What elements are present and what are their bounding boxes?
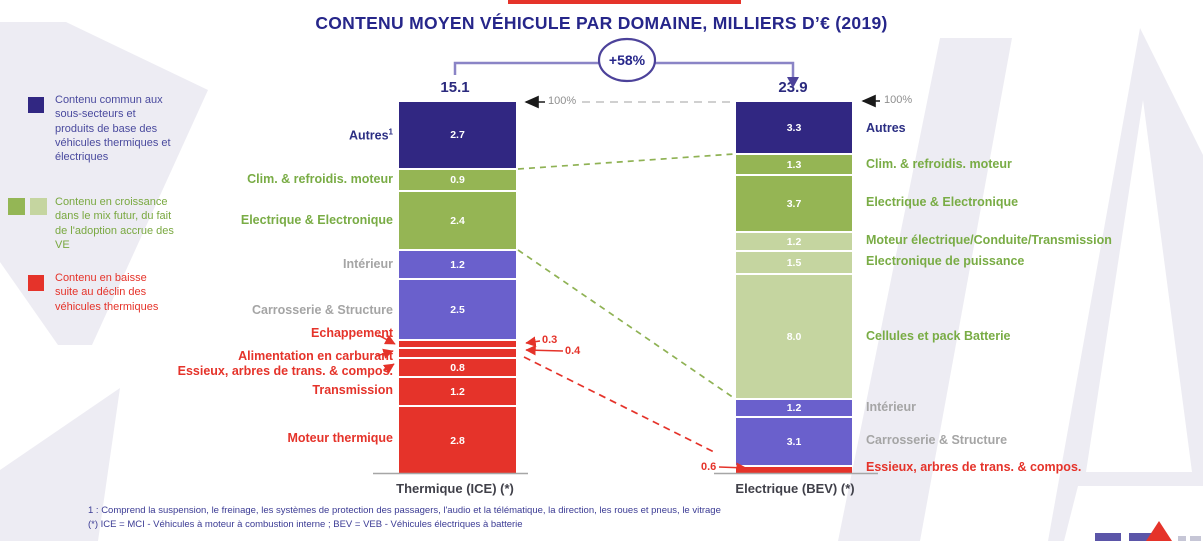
segment-carrosserie-structure-thermique-ice: 2.5 — [399, 278, 516, 339]
segment-autres-electrique-bev: 3.3 — [736, 102, 852, 153]
segment-carrosserie-structure-electrique-bev: 3.1 — [736, 416, 852, 465]
segment-value: 0.8 — [450, 361, 465, 374]
segment-value: 1.2 — [450, 258, 465, 271]
label-electrique-electronique-electrique-bev: Electrique & Electronique — [866, 195, 1019, 209]
segment-interieur-electrique-bev: 1.2 — [736, 398, 852, 416]
label-clim-refroidis-moteur-electrique-bev: Clim. & refroidis. moteur — [866, 157, 1012, 171]
label-moteur-electrique-conduite-transmission-electrique-bev: Moteur électrique/Conduite/Transmission — [866, 233, 1112, 247]
label-carrosserie-structure-electrique-bev: Carrosserie & Structure — [866, 433, 1008, 447]
footnote-1: 1 : Comprend la suspension, le freinage,… — [88, 505, 721, 516]
label-autres-electrique-bev: Autres — [866, 121, 906, 135]
label-electrique-electronique-thermique-ice: Electrique & Electronique — [240, 213, 393, 227]
segment-essieux-arbres-de-trans-compos-electrique-bev — [736, 465, 852, 474]
segment-echappement-thermique-ice — [399, 339, 516, 347]
legend-text-common: Contenu commun aux sous-secteurs et prod… — [55, 94, 171, 164]
legend-swatch-decline — [28, 275, 44, 291]
label-clim-refroidis-moteur-thermique-ice: Clim. & refroidis. moteur — [247, 172, 393, 186]
segment-autres-thermique-ice: 2.7 — [399, 102, 516, 168]
segment-value: 1.3 — [786, 158, 802, 171]
segment-clim-refroidis-moteur-electrique-bev: 1.3 — [736, 153, 852, 174]
value-essieux-bev: 0.6 — [701, 461, 717, 473]
label-interieur-thermique-ice: Intérieur — [342, 257, 393, 271]
pct-marker-ice: 100% — [548, 95, 577, 107]
label-interieur-electrique-bev: Intérieur — [866, 400, 917, 414]
segment-value: 8.0 — [786, 330, 802, 343]
legend-swatch-common — [28, 97, 44, 113]
legend-swatch-growth-light — [30, 198, 47, 215]
axis-label-ice: Thermique (ICE) (*) — [396, 481, 514, 496]
segment-value: 3.3 — [786, 121, 802, 134]
segment-alimentation-en-carburant-thermique-ice — [399, 347, 516, 357]
label-alimentation-en-carburant-thermique-ice: Alimentation en carburant — [238, 349, 393, 363]
label-essieux-arbres-de-trans-compos-thermique-ice: Essieux, arbres de trans. & compos. — [177, 364, 393, 378]
top-red-rule — [508, 0, 741, 4]
segment-value: 1.2 — [786, 235, 802, 248]
label-echappement-thermique-ice: Echappement — [311, 326, 393, 340]
segment-value: 2.4 — [450, 214, 465, 227]
total-bev: 23.9 — [778, 79, 808, 96]
segment-value: 2.7 — [450, 129, 465, 141]
bar-electrique-bev: 3.3 1.3 3.7 1.2 1.5 8.0 1.2 3.1 — [736, 102, 852, 474]
segment-electrique-electronique-electrique-bev: 3.7 — [736, 174, 852, 231]
segment-interieur-thermique-ice: 1.2 — [399, 249, 516, 278]
segment-value: 0.9 — [450, 174, 465, 186]
segment-value: 1.2 — [786, 402, 802, 414]
segment-clim-refroidis-moteur-thermique-ice: 0.9 — [399, 168, 516, 190]
label-cellules-et-pack-batterie-electrique-bev: Cellules et pack Batterie — [866, 329, 1011, 343]
chart-title: CONTENU MOYEN VÉHICULE PAR DOMAINE, MILL… — [315, 13, 888, 33]
bar-thermique-ice: 2.7 0.9 2.4 1.2 2.5 0.8 1.2 2.8 — [399, 102, 516, 474]
segment-cellules-et-pack-batterie-electrique-bev: 8.0 — [736, 273, 852, 398]
label-essieux-arbres-de-trans-compos-electrique-bev: Essieux, arbres de trans. & compos. — [866, 460, 1082, 474]
label-moteur-thermique-thermique-ice: Moteur thermique — [287, 431, 393, 445]
segment-essieux-arbres-de-trans-compos-thermique-ice: 0.8 — [399, 357, 516, 376]
legend-text-growth: Contenu en croissance dans le mix futur,… — [55, 196, 174, 251]
segment-value: 2.5 — [450, 303, 465, 316]
segment-value: 3.7 — [786, 197, 802, 210]
value-alimentation: 0.4 — [565, 345, 581, 357]
segment-moteur-electrique-conduite-transmission-electrique-bev: 1.2 — [736, 231, 852, 250]
legend-swatch-growth — [8, 198, 25, 215]
value-echappement: 0.3 — [542, 334, 558, 346]
footnote-2: (*) ICE = MCI - Véhicules à moteur à com… — [88, 519, 523, 530]
label-transmission-thermique-ice: Transmission — [312, 383, 393, 397]
pct-marker-bev: 100% — [884, 94, 913, 106]
label-electronique-de-puissance-electrique-bev: Electronique de puissance — [866, 254, 1025, 268]
legend-text-decline: Contenu en baisse suite au déclin des vé… — [55, 272, 159, 313]
segment-value: 1.5 — [786, 256, 802, 269]
label-carrosserie-structure-thermique-ice: Carrosserie & Structure — [251, 303, 393, 317]
segment-transmission-thermique-ice: 1.2 — [399, 376, 516, 405]
axis-label-bev: Electrique (BEV) (*) — [735, 481, 855, 496]
segment-value: 2.8 — [450, 434, 465, 447]
label-autres-thermique-ice: Autres1 — [348, 127, 393, 143]
segment-electrique-electronique-thermique-ice: 2.4 — [399, 190, 516, 249]
growth-percent-badge: +58% — [608, 52, 646, 68]
segment-electronique-de-puissance-electrique-bev: 1.5 — [736, 250, 852, 273]
segment-value: 1.2 — [450, 385, 465, 398]
total-ice: 15.1 — [440, 79, 470, 96]
segment-moteur-thermique-thermique-ice: 2.8 — [399, 405, 516, 474]
segment-value: 3.1 — [786, 435, 802, 448]
